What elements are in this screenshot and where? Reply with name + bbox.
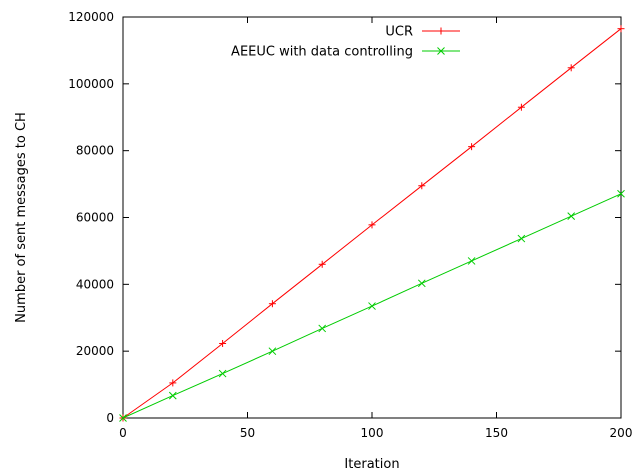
series-ucr <box>119 25 625 422</box>
legend-label-aeeuc: AEEUC with data controlling <box>231 45 413 60</box>
legend-marker-ucr <box>437 27 445 35</box>
x-tick-label: 50 <box>240 426 255 440</box>
x-tick-label: 150 <box>485 426 508 440</box>
series-aeeuc <box>119 189 625 422</box>
y-tick-label: 0 <box>106 411 114 425</box>
data-point-ucr <box>567 64 575 72</box>
y-axis-label: Number of sent messages to CH <box>14 112 29 323</box>
x-tick-label: 0 <box>119 426 127 440</box>
axes: 0 20000 40000 60000 80000 100000 120000 0 50 100 1… <box>68 10 632 440</box>
y-tick-label: 80000 <box>76 144 114 158</box>
x-tick-label: 100 <box>361 426 384 440</box>
series-layer <box>119 25 625 422</box>
data-point-ucr <box>268 300 276 308</box>
legend-marker-aeeuc <box>437 47 445 55</box>
data-point-ucr <box>169 379 177 387</box>
data-point-aeeuc <box>417 279 426 288</box>
data-point-ucr <box>517 103 525 111</box>
data-point-aeeuc <box>268 347 277 356</box>
data-point-aeeuc <box>617 189 625 198</box>
data-point-aeeuc <box>168 391 177 400</box>
data-point-aeeuc <box>218 369 227 378</box>
y-tick-label: 60000 <box>76 211 114 225</box>
data-point-aeeuc <box>517 234 526 243</box>
data-point-ucr <box>468 143 476 151</box>
data-point-aeeuc <box>318 324 327 333</box>
data-point-ucr <box>219 339 227 347</box>
data-point-aeeuc <box>567 212 576 221</box>
plot-frame <box>122 16 622 419</box>
data-point-ucr <box>318 260 326 268</box>
legend: UCR AEEUC with data controlling <box>231 25 460 60</box>
y-tick-label: 40000 <box>76 277 114 291</box>
data-point-aeeuc <box>119 414 127 422</box>
data-point-ucr <box>368 221 376 229</box>
x-tick-label: 200 <box>610 426 633 440</box>
data-point-aeeuc <box>368 302 376 310</box>
y-tick-label: 100000 <box>68 77 114 91</box>
y-tick-label: 20000 <box>76 344 114 358</box>
y-tick-label: 120000 <box>68 10 114 24</box>
data-point-ucr <box>418 182 426 190</box>
x-axis-label: Iteration <box>344 457 399 472</box>
data-point-ucr <box>617 25 625 33</box>
data-point-aeeuc <box>467 257 476 265</box>
legend-label-ucr: UCR <box>385 25 413 40</box>
